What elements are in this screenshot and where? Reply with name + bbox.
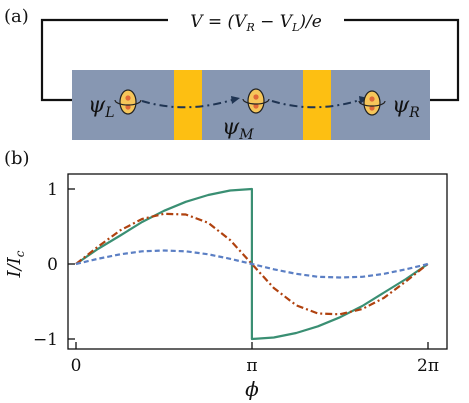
x-tick-label: 0	[71, 356, 82, 376]
x-axis-label: ϕ	[245, 377, 259, 401]
panel-a-label: (a)	[4, 6, 29, 27]
y-axis-label: I/Ic	[4, 250, 27, 278]
cooper-pair-icon	[358, 90, 386, 116]
cooper-pair-icon	[114, 89, 142, 115]
y-tick-label: −1	[33, 330, 58, 350]
psi-right-label: ψR	[392, 93, 420, 121]
left-barrier	[174, 70, 202, 140]
y-tick-label: 0	[47, 255, 58, 275]
series-line-dash-dot	[75, 212, 429, 316]
x-tick-label: π	[246, 356, 257, 376]
psi-middle-label: ψM	[222, 115, 254, 143]
axes: 0 π 2π 1 0 −1	[33, 180, 439, 376]
psi-left-label: ψL	[88, 93, 115, 121]
series	[75, 187, 429, 341]
circuit-wire	[40, 18, 460, 102]
cooper-pair-icon	[242, 88, 270, 114]
y-tick-label: 1	[47, 180, 58, 200]
arrowhead-left	[231, 96, 240, 104]
series-line-dashed	[75, 249, 429, 279]
panel-b-label: (b)	[4, 148, 30, 169]
voltage-relation: V = (VR − VL)/e	[190, 12, 322, 34]
right-barrier	[303, 70, 331, 140]
x-tick-label: 2π	[417, 356, 439, 376]
plot-frame	[67, 173, 448, 350]
